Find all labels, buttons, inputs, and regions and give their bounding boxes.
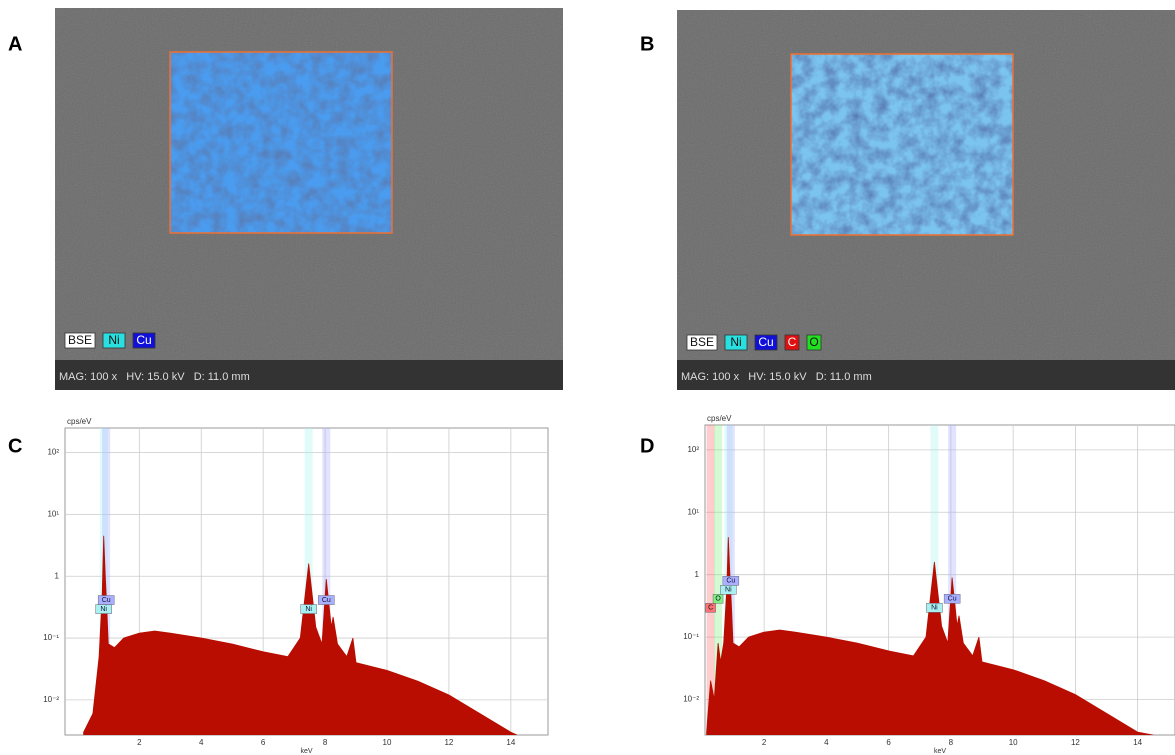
legend-label: BSE bbox=[68, 333, 92, 347]
legend-label: Cu bbox=[136, 333, 151, 347]
x-tick-label: 8 bbox=[949, 738, 954, 747]
element-tag bbox=[943, 594, 961, 604]
element-tag bbox=[705, 603, 716, 613]
x-tick-label: 2 bbox=[762, 738, 767, 747]
element-tag-label: Ni bbox=[100, 606, 107, 613]
legend-swatch bbox=[132, 332, 156, 349]
x-axis-label: keV bbox=[300, 748, 312, 755]
legend-swatch bbox=[806, 334, 822, 351]
x-tick-label: 4 bbox=[824, 738, 829, 747]
element-tag bbox=[926, 603, 943, 613]
element-tag-label: Cu bbox=[948, 596, 957, 603]
y-tick-label: 10² bbox=[687, 445, 699, 454]
info-text: MAG: 100 x HV: 15.0 kV D: 11.0 mm bbox=[59, 371, 250, 383]
legend-label: BSE bbox=[690, 335, 714, 349]
panel-label: C bbox=[8, 435, 22, 457]
spectrum-area bbox=[83, 535, 518, 735]
x-tick-label: 8 bbox=[323, 738, 328, 747]
element-band bbox=[102, 428, 111, 735]
element-band bbox=[706, 425, 715, 735]
map-frame bbox=[790, 53, 1014, 236]
y-tick-label: 10⁻¹ bbox=[683, 632, 699, 641]
element-map-texture bbox=[170, 52, 392, 233]
y-tick-label: 10⁻¹ bbox=[43, 633, 59, 642]
element-tag-label: Cu bbox=[322, 597, 331, 604]
x-tick-label: 4 bbox=[199, 738, 204, 747]
y-tick-label: 1 bbox=[55, 571, 60, 580]
info-text: MAG: 100 x HV: 15.0 kV D: 11.0 mm bbox=[681, 371, 872, 383]
legend-label: C bbox=[788, 335, 797, 349]
element-tag bbox=[300, 604, 317, 614]
plot bbox=[65, 428, 548, 735]
y-axis-label: cps/eV bbox=[707, 414, 732, 423]
element-tag bbox=[97, 595, 115, 605]
y-axis-label: cps/eV bbox=[67, 417, 92, 426]
element-tag bbox=[712, 594, 724, 604]
panel-label: D bbox=[640, 435, 654, 457]
legend-label: Cu bbox=[758, 335, 773, 349]
x-tick-label: 10 bbox=[383, 738, 392, 747]
legend-label: Ni bbox=[108, 333, 119, 347]
x-axis-label: keV bbox=[934, 748, 946, 755]
panel-label: B bbox=[640, 33, 654, 55]
x-tick-label: 6 bbox=[261, 738, 266, 747]
element-tag bbox=[318, 595, 335, 605]
legend-swatch bbox=[754, 334, 778, 351]
legend-swatch bbox=[784, 334, 800, 351]
element-tag bbox=[722, 576, 740, 586]
panel-label: A bbox=[8, 33, 22, 55]
element-tag-label: C bbox=[708, 605, 713, 612]
element-tag-label: Cu bbox=[726, 578, 735, 585]
x-tick-label: 14 bbox=[506, 738, 515, 747]
x-tick-label: 6 bbox=[886, 738, 891, 747]
y-tick-label: 10¹ bbox=[47, 510, 59, 519]
legend-swatch bbox=[686, 334, 718, 351]
info-bar bbox=[677, 360, 1175, 390]
y-tick-label: 10¹ bbox=[687, 507, 699, 516]
legend-swatch bbox=[64, 332, 96, 349]
element-band bbox=[714, 425, 723, 735]
x-tick-label: 12 bbox=[1071, 738, 1080, 747]
legend-label: O bbox=[809, 335, 818, 349]
element-tag-label: Ni bbox=[305, 606, 312, 613]
x-tick-label: 12 bbox=[444, 738, 453, 747]
element-tag-label: Ni bbox=[725, 587, 732, 594]
element-map-texture bbox=[791, 54, 1013, 235]
x-tick-label: 10 bbox=[1009, 738, 1018, 747]
y-tick-label: 1 bbox=[695, 570, 700, 579]
legend-swatch bbox=[724, 334, 748, 351]
y-tick-label: 10⁻² bbox=[683, 695, 699, 704]
legend-label: Ni bbox=[730, 335, 741, 349]
info-bar bbox=[55, 360, 563, 390]
x-tick-label: 14 bbox=[1133, 738, 1142, 747]
y-tick-label: 10⁻² bbox=[43, 695, 59, 704]
legend-swatch bbox=[102, 332, 126, 349]
element-tag-label: Ni bbox=[931, 605, 938, 612]
element-tag-label: O bbox=[715, 596, 721, 603]
spectrum-area bbox=[706, 537, 1154, 735]
y-tick-label: 10² bbox=[47, 448, 59, 457]
x-tick-label: 2 bbox=[137, 738, 142, 747]
map-frame bbox=[169, 51, 393, 234]
element-tag-label: Cu bbox=[102, 597, 111, 604]
